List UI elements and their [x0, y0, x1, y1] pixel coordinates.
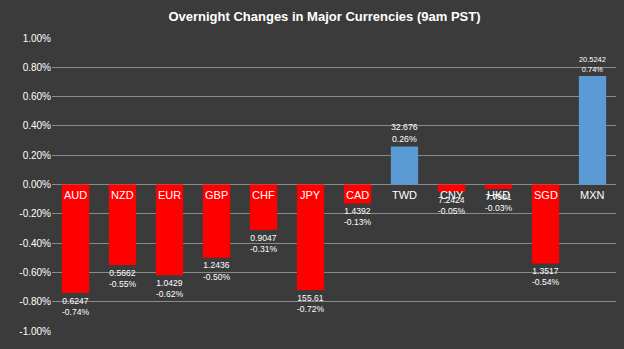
- svg-text:7.7901-0.03%: 7.7901-0.03%: [485, 192, 513, 213]
- svg-text:-1.00%: -1.00%: [19, 326, 51, 337]
- svg-text:0.6247-0.74%: 0.6247-0.74%: [62, 296, 90, 317]
- svg-text:-0.20%: -0.20%: [19, 208, 51, 219]
- svg-text:MXN: MXN: [580, 189, 605, 201]
- svg-text:GBP: GBP: [205, 189, 228, 201]
- svg-text:155.61-0.72%: 155.61-0.72%: [297, 293, 325, 314]
- svg-text:20.52420.74%: 20.52420.74%: [579, 55, 606, 74]
- svg-text:CNY: CNY: [440, 189, 464, 201]
- svg-text:-0.60%: -0.60%: [19, 267, 51, 278]
- svg-text:1.2436-0.50%: 1.2436-0.50%: [203, 260, 231, 281]
- svg-text:1.3517-0.54%: 1.3517-0.54%: [532, 266, 560, 287]
- svg-text:CHF: CHF: [252, 189, 275, 201]
- svg-text:0.20%: 0.20%: [23, 150, 51, 161]
- svg-text:1.4392-0.13%: 1.4392-0.13%: [344, 206, 372, 227]
- svg-text:HKD: HKD: [487, 189, 510, 201]
- svg-text:0.60%: 0.60%: [23, 91, 51, 102]
- svg-text:0.80%: 0.80%: [23, 62, 51, 73]
- svg-text:EUR: EUR: [158, 189, 181, 201]
- svg-text:1.0429-0.62%: 1.0429-0.62%: [156, 278, 184, 299]
- svg-text:CAD: CAD: [346, 189, 369, 201]
- svg-text:NZD: NZD: [111, 189, 134, 201]
- svg-text:0.5662-0.55%: 0.5662-0.55%: [109, 268, 137, 289]
- svg-text:0.00%: 0.00%: [23, 179, 51, 190]
- svg-text:-0.40%: -0.40%: [19, 238, 51, 249]
- svg-text:TWD: TWD: [392, 189, 417, 201]
- svg-text:JPY: JPY: [300, 189, 321, 201]
- svg-text:AUD: AUD: [64, 189, 87, 201]
- svg-text:Overnight Changes in Major Cur: Overnight Changes in Major Currencies (9…: [168, 9, 480, 24]
- svg-text:7.2424-0.05%: 7.2424-0.05%: [438, 195, 466, 216]
- svg-text:-0.80%: -0.80%: [19, 296, 51, 307]
- svg-text:0.40%: 0.40%: [23, 120, 51, 131]
- svg-text:SGD: SGD: [534, 189, 558, 201]
- svg-text:32.6760.26%: 32.6760.26%: [391, 122, 418, 143]
- svg-text:1.00%: 1.00%: [23, 33, 51, 44]
- svg-text:0.9047-0.31%: 0.9047-0.31%: [250, 233, 278, 254]
